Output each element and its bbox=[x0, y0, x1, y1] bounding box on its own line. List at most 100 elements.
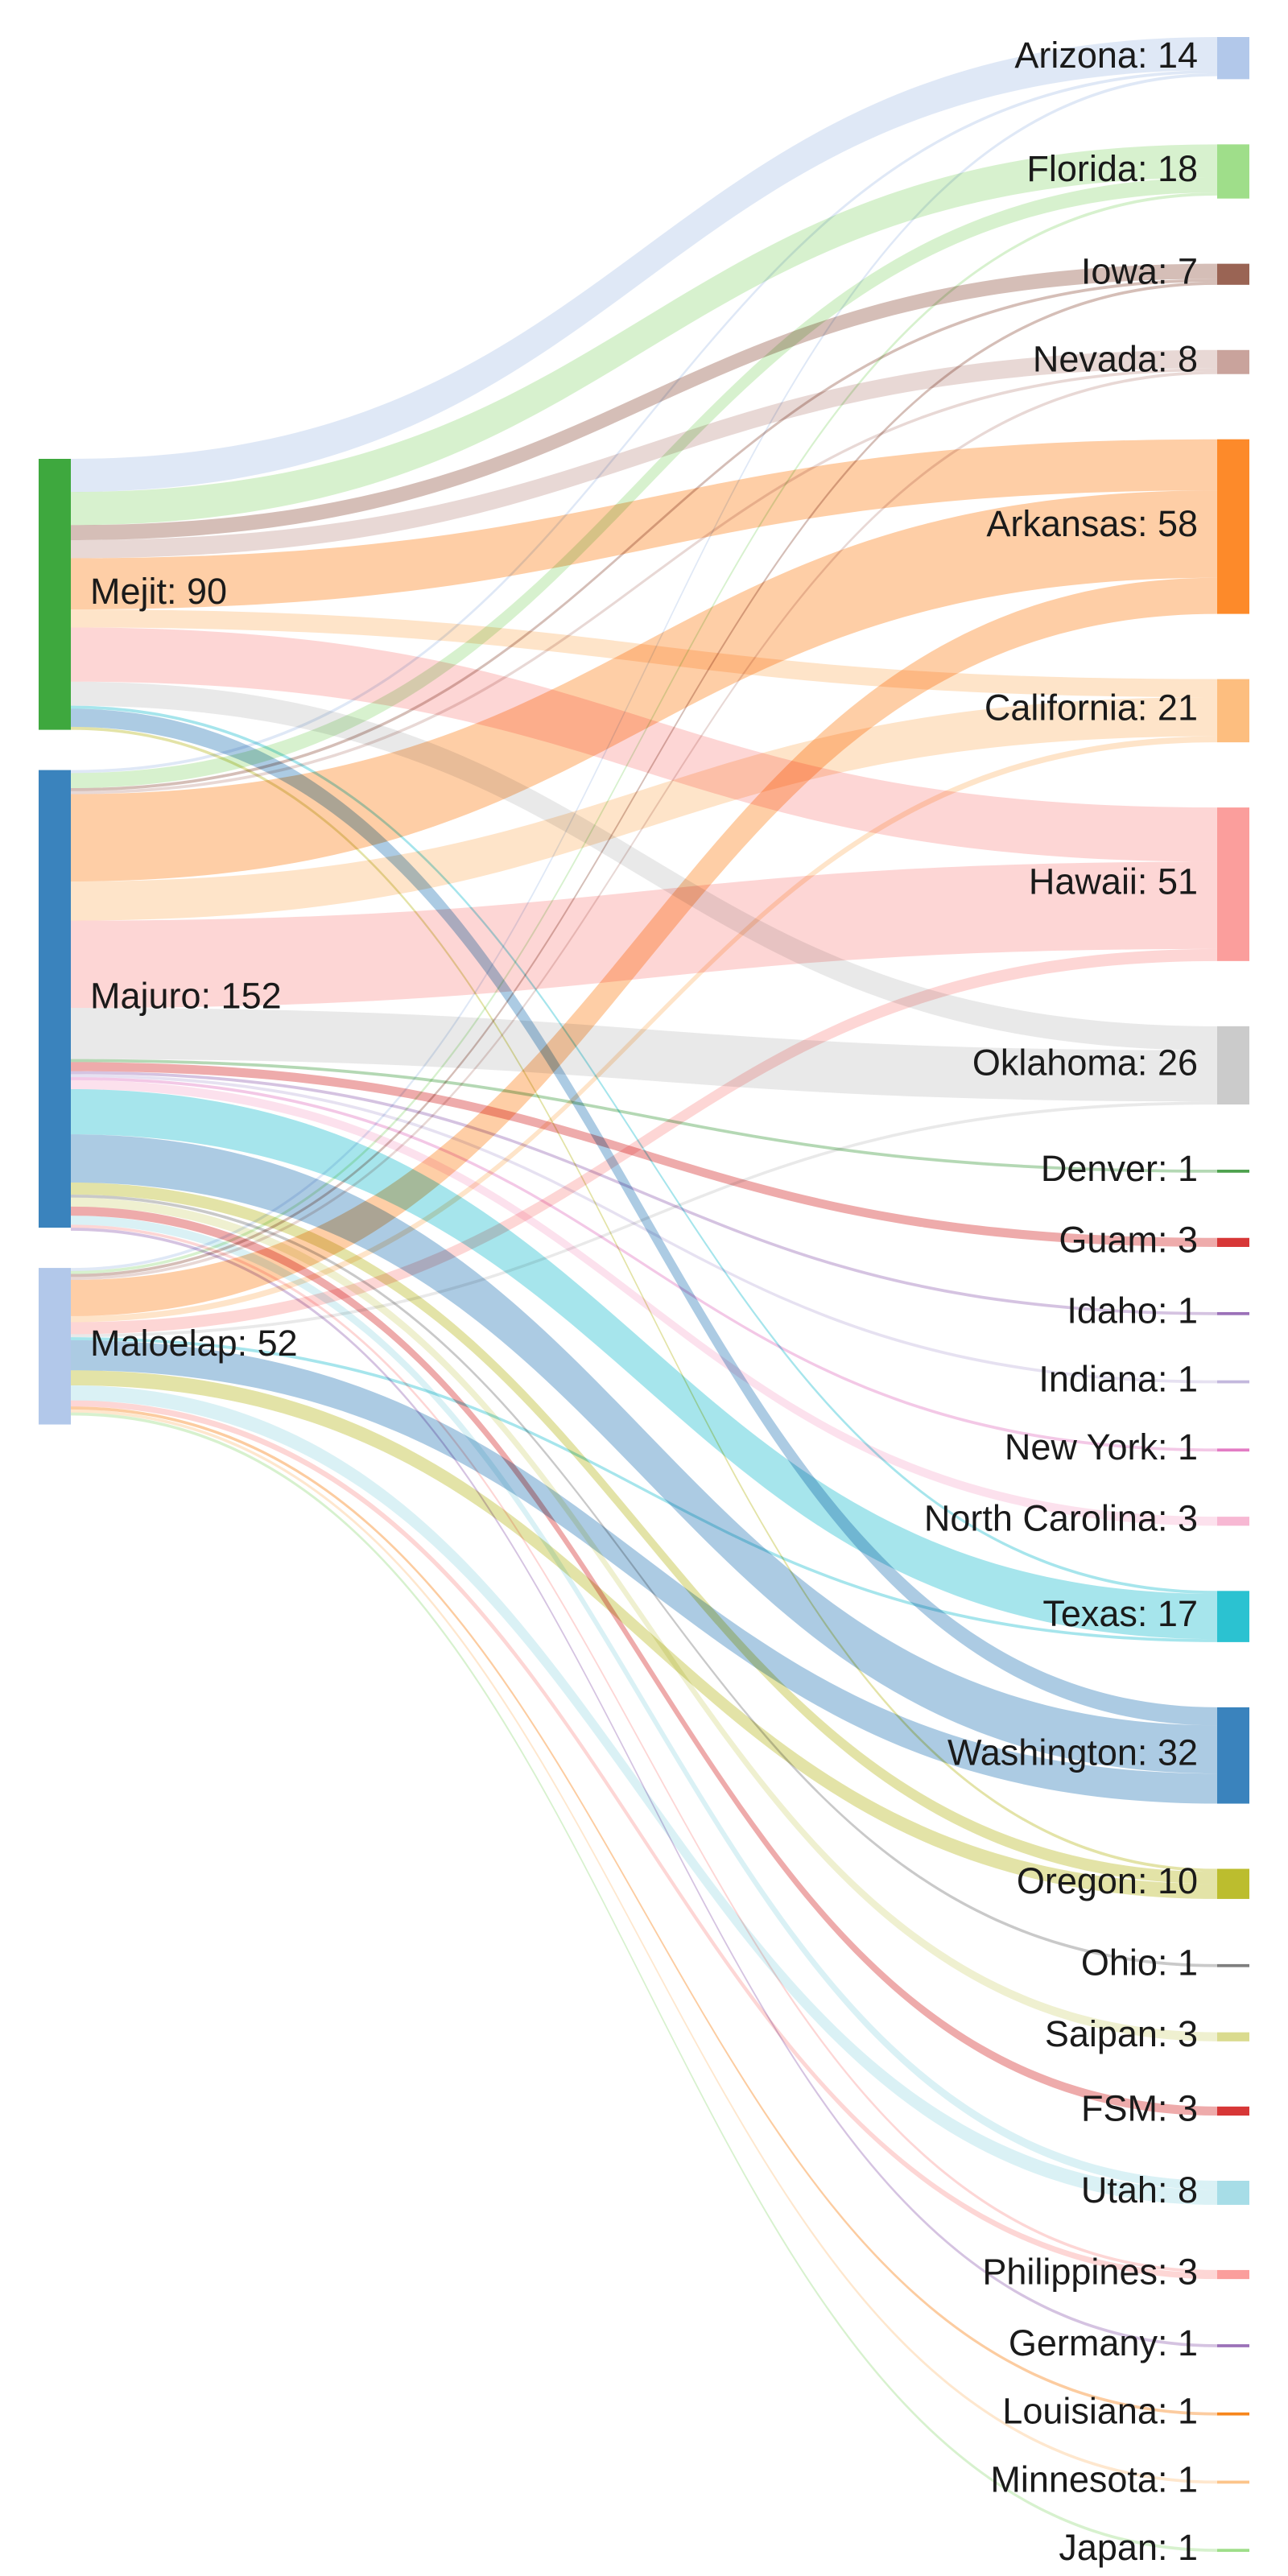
link-maloelap-japan bbox=[71, 1412, 1217, 2552]
link-majuro-denver bbox=[71, 1059, 1217, 1173]
link-maloelap-florida bbox=[71, 192, 1217, 1274]
link-maloelap-arizona bbox=[71, 72, 1217, 1271]
label-minnesota: Minnesota: 1 bbox=[990, 2458, 1198, 2500]
label-iowa: Iowa: 7 bbox=[1081, 251, 1198, 292]
link-mejit-oklahoma bbox=[71, 681, 1217, 1051]
link-mejit-arizona bbox=[71, 37, 1217, 493]
node-louisiana bbox=[1217, 2412, 1249, 2416]
link-majuro-oklahoma bbox=[71, 1008, 1217, 1102]
label-utah: Utah: 8 bbox=[1081, 2169, 1198, 2211]
link-mejit-iowa bbox=[71, 263, 1217, 540]
label-washington: Washington: 32 bbox=[947, 1732, 1198, 1773]
node-arkansas bbox=[1217, 439, 1249, 614]
node-philippines bbox=[1217, 2269, 1249, 2280]
link-maloelap-washington bbox=[71, 1340, 1217, 1804]
link-maloelap-philippines bbox=[71, 1400, 1217, 2280]
link-mejit-florida bbox=[71, 144, 1217, 526]
node-guam bbox=[1217, 1237, 1249, 1247]
label-florida: Florida: 18 bbox=[1026, 148, 1198, 189]
link-maloelap-hawaii bbox=[71, 948, 1217, 1335]
link-majuro-germany bbox=[71, 1228, 1217, 2347]
label-hawaii: Hawaii: 51 bbox=[1029, 861, 1198, 902]
node-oregon bbox=[1217, 1868, 1249, 1899]
flow-links bbox=[71, 37, 1217, 2552]
link-majuro-arkansas bbox=[71, 490, 1217, 881]
link-mejit-arkansas bbox=[71, 439, 1217, 609]
label-louisiana: Louisiana: 1 bbox=[1002, 2391, 1198, 2432]
node-denver bbox=[1217, 1170, 1249, 1173]
label-indiana: Indiana: 1 bbox=[1038, 1358, 1198, 1399]
node-bars bbox=[39, 37, 1249, 2552]
link-majuro-utah bbox=[71, 1216, 1217, 2190]
link-majuro-oregon bbox=[71, 1182, 1217, 1885]
link-majuro-north-carolina bbox=[71, 1080, 1217, 1526]
link-majuro-nevada bbox=[71, 368, 1217, 795]
label-denver: Denver: 1 bbox=[1041, 1148, 1198, 1189]
link-mejit-nevada bbox=[71, 349, 1217, 559]
node-idaho bbox=[1217, 1311, 1249, 1315]
node-minnesota bbox=[1217, 2480, 1249, 2484]
link-majuro-idaho bbox=[71, 1071, 1217, 1315]
link-maloelap-iowa bbox=[71, 282, 1217, 1278]
node-arizona bbox=[1217, 37, 1249, 80]
link-maloelap-oklahoma bbox=[71, 1101, 1217, 1338]
link-maloelap-oregon bbox=[71, 1370, 1217, 1899]
node-japan bbox=[1217, 2549, 1249, 2552]
label-north-carolina: North Carolina: 3 bbox=[924, 1498, 1198, 1539]
link-maloelap-texas bbox=[71, 1337, 1217, 1642]
label-idaho: Idaho: 1 bbox=[1067, 1290, 1198, 1331]
node-iowa bbox=[1217, 263, 1249, 285]
link-majuro-iowa bbox=[71, 279, 1217, 791]
node-majuro bbox=[39, 770, 71, 1228]
node-florida bbox=[1217, 144, 1249, 199]
link-mejit-washington bbox=[71, 708, 1217, 1726]
node-texas bbox=[1217, 1591, 1249, 1642]
link-maloelap-minnesota bbox=[71, 1409, 1217, 2484]
link-maloelap-arkansas bbox=[71, 577, 1217, 1316]
node-hawaii bbox=[1217, 807, 1249, 961]
link-majuro-florida bbox=[71, 177, 1217, 789]
label-new-york: New York: 1 bbox=[1005, 1426, 1198, 1468]
link-majuro-guam bbox=[71, 1062, 1217, 1247]
label-ohio: Ohio: 1 bbox=[1081, 1942, 1198, 1984]
link-majuro-saipan bbox=[71, 1197, 1217, 2041]
node-indiana bbox=[1217, 1380, 1249, 1384]
node-maloelap bbox=[39, 1268, 71, 1425]
node-ohio bbox=[1217, 1963, 1249, 1967]
node-washington bbox=[1217, 1707, 1249, 1804]
link-majuro-fsm bbox=[71, 1206, 1217, 2116]
node-germany bbox=[1217, 2344, 1249, 2347]
link-maloelap-nevada bbox=[71, 370, 1217, 1281]
link-majuro-california bbox=[71, 697, 1217, 921]
node-labels: Mejit: 90 Majuro: 152 Maloelap: 52 Arizona:… bbox=[90, 35, 1198, 2568]
label-guam: Guam: 3 bbox=[1059, 1219, 1198, 1260]
label-saipan: Saipan: 3 bbox=[1045, 2013, 1198, 2054]
label-oklahoma: Oklahoma: 26 bbox=[972, 1042, 1198, 1083]
link-maloelap-california bbox=[71, 736, 1217, 1323]
node-north-carolina bbox=[1217, 1517, 1249, 1526]
label-japan: Japan: 1 bbox=[1059, 2527, 1198, 2568]
node-saipan bbox=[1217, 2032, 1249, 2041]
label-mejit: Mejit: 90 bbox=[90, 571, 227, 612]
node-california bbox=[1217, 679, 1249, 743]
label-germany: Germany: 1 bbox=[1009, 2322, 1198, 2363]
label-maloelap: Maloelap: 52 bbox=[90, 1323, 298, 1364]
label-philippines: Philippines: 3 bbox=[982, 2251, 1198, 2292]
label-majuro: Majuro: 152 bbox=[90, 976, 282, 1017]
link-maloelap-utah bbox=[71, 1385, 1217, 2205]
link-majuro-new-york bbox=[71, 1077, 1217, 1452]
node-new-york bbox=[1217, 1448, 1249, 1452]
link-majuro-indiana bbox=[71, 1074, 1217, 1384]
node-nevada bbox=[1217, 349, 1249, 374]
label-texas: Texas: 17 bbox=[1042, 1593, 1198, 1634]
node-oklahoma bbox=[1217, 1026, 1249, 1105]
link-mejit-texas bbox=[71, 705, 1217, 1595]
label-arizona: Arizona: 14 bbox=[1014, 35, 1198, 76]
label-oregon: Oregon: 10 bbox=[1017, 1860, 1198, 1901]
link-majuro-philippines bbox=[71, 1224, 1217, 2273]
link-majuro-texas bbox=[71, 1089, 1217, 1640]
link-maloelap-louisiana bbox=[71, 1406, 1217, 2416]
label-nevada: Nevada: 8 bbox=[1033, 339, 1198, 380]
label-arkansas: Arkansas: 58 bbox=[986, 503, 1198, 544]
